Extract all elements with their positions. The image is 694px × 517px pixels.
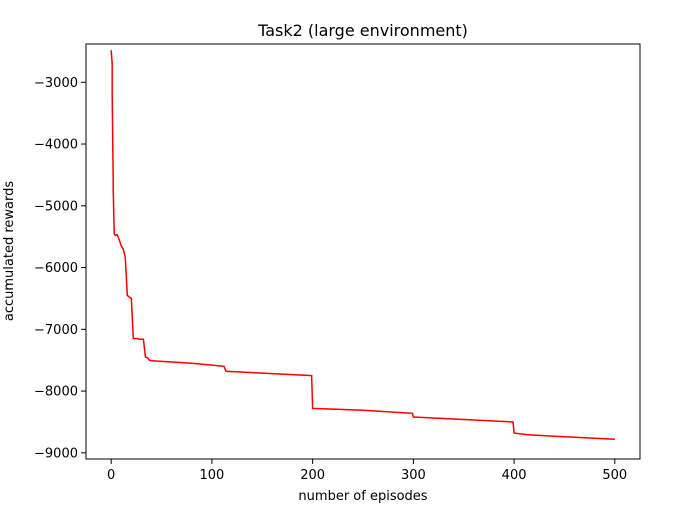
y-tick-label: −9000 — [34, 446, 78, 461]
y-tick-label: −5000 — [34, 199, 78, 214]
reward-line — [110, 50, 615, 440]
y-tick-label: −3000 — [34, 76, 78, 91]
x-tick-label: 300 — [401, 468, 426, 483]
y-axis: −3000 −4000 −5000 −6000 −7000 −8000 −9000 — [34, 76, 86, 461]
y-tick-label: −6000 — [34, 261, 78, 276]
x-tick-label: 400 — [502, 468, 527, 483]
x-tick-label: 100 — [199, 468, 224, 483]
x-axis-label: number of episodes — [298, 489, 427, 504]
y-axis-label: accumulated rewards — [2, 181, 17, 321]
x-tick-label: 200 — [300, 468, 325, 483]
y-tick-label: −8000 — [34, 385, 78, 400]
chart-title: Task2 (large environment) — [257, 21, 468, 40]
x-tick-label: 0 — [107, 468, 115, 483]
plot-area — [85, 43, 641, 460]
y-tick-label: −7000 — [34, 323, 78, 338]
x-axis: 0 100 200 300 400 500 — [107, 459, 627, 483]
y-tick-label: −4000 — [34, 138, 78, 153]
x-tick-label: 500 — [602, 468, 627, 483]
